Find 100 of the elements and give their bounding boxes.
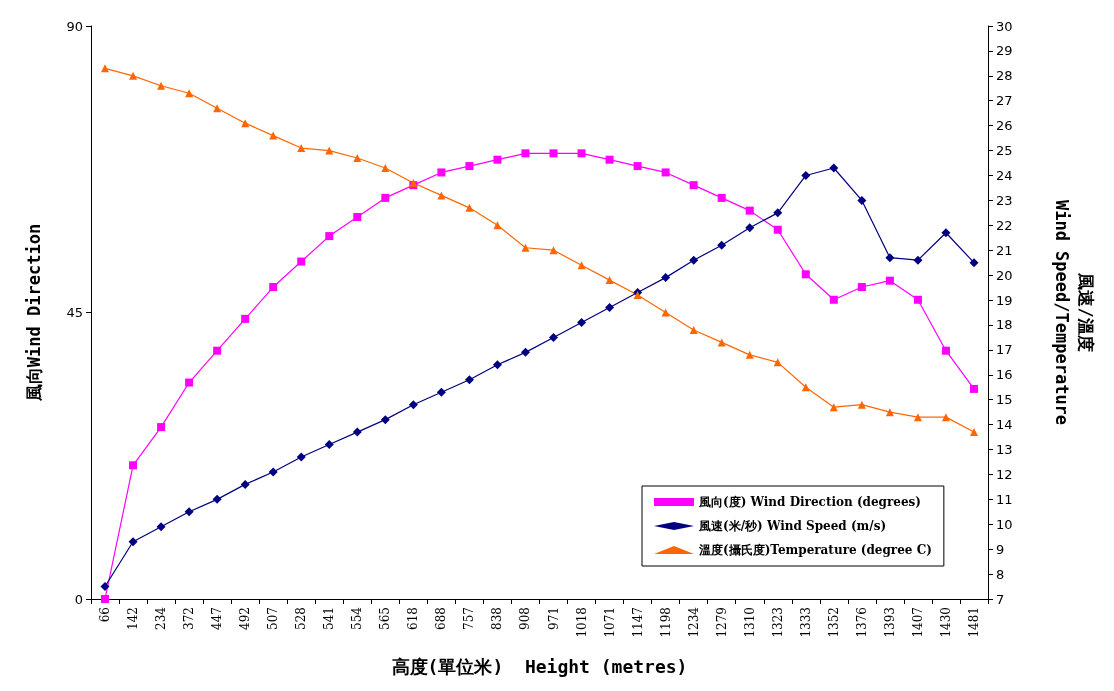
- point: [969, 258, 979, 268]
- point: [212, 494, 222, 504]
- point: [857, 400, 866, 409]
- point: [465, 203, 474, 212]
- point: [492, 360, 502, 370]
- point: [885, 253, 895, 263]
- x-tick-label: 618: [406, 607, 421, 630]
- x-tick-label: 492: [238, 607, 253, 630]
- point: [689, 255, 699, 265]
- point: [773, 225, 782, 234]
- point: [633, 162, 642, 171]
- point: [549, 332, 559, 342]
- point: [689, 181, 698, 190]
- point: [689, 325, 698, 334]
- x-tick-label: 1198: [658, 607, 673, 638]
- x-tick-label: 1234: [686, 606, 701, 638]
- y2-tick-label: 16: [996, 367, 1013, 383]
- x-tick-label: 1430: [938, 607, 953, 638]
- point: [801, 170, 811, 180]
- point: [913, 413, 922, 422]
- x-tick-label: 1481: [966, 607, 981, 638]
- point: [801, 270, 810, 279]
- x-tick-label: 908: [518, 607, 533, 630]
- point: [269, 283, 278, 292]
- point: [520, 347, 530, 357]
- point: [185, 89, 194, 98]
- x-tick-label: 1147: [630, 607, 645, 638]
- point: [157, 423, 166, 432]
- point: [661, 308, 670, 317]
- point: [913, 255, 923, 265]
- y-tick-label: 0: [74, 591, 83, 607]
- point: [745, 206, 754, 215]
- point: [156, 522, 166, 532]
- point: [240, 479, 250, 489]
- point: [297, 257, 306, 266]
- x-tick-label: 234: [154, 606, 169, 630]
- y2-tick-label: 10: [996, 516, 1013, 532]
- x-tick-label: 1352: [826, 607, 841, 638]
- x-tick-label: 1323: [770, 607, 785, 638]
- point: [493, 155, 502, 164]
- y2-tick-label: 13: [996, 442, 1013, 458]
- x-tick-label: 541: [322, 607, 337, 630]
- point: [241, 314, 250, 323]
- legend-label: 風速(米/秒) Wind Speed (m/s): [698, 519, 887, 533]
- y2-tick-label: 24: [996, 167, 1013, 183]
- x-tick-label: 1393: [882, 607, 897, 638]
- y2-tick-label: 12: [996, 466, 1013, 482]
- point: [100, 582, 110, 592]
- y2-tick-label: 27: [996, 93, 1013, 109]
- point: [577, 149, 586, 158]
- point: [269, 131, 278, 140]
- point: [493, 221, 502, 230]
- point: [213, 346, 222, 355]
- y2-tick-label: 26: [996, 118, 1013, 134]
- point: [129, 71, 138, 80]
- y2-tick-label: 29: [996, 43, 1013, 59]
- x-tick-label: 1310: [742, 607, 757, 638]
- point: [353, 154, 362, 163]
- point: [324, 440, 334, 450]
- x-tick-label: 528: [294, 607, 309, 630]
- point: [941, 346, 950, 355]
- point: [157, 81, 166, 90]
- y2-tick-label: 11: [996, 491, 1013, 507]
- point: [549, 246, 558, 255]
- point: [184, 507, 194, 517]
- legend-label: 溫度(攝氏度)Temperature (degree C): [698, 543, 932, 557]
- point: [605, 303, 615, 313]
- point: [129, 461, 138, 470]
- y2-tick-label: 14: [996, 417, 1013, 433]
- y-tick-label: 90: [66, 18, 83, 34]
- point: [353, 213, 362, 221]
- point: [521, 243, 530, 252]
- point: [381, 164, 390, 172]
- y2-tick-label: 18: [996, 317, 1013, 333]
- x-axis-title: 高度(單位米) Height (metres): [391, 655, 688, 677]
- point: [325, 146, 334, 155]
- point: [885, 276, 894, 285]
- y2-tick-label: 21: [996, 242, 1013, 258]
- point: [661, 168, 670, 177]
- y2-tick-label: 7: [996, 591, 1005, 607]
- point: [969, 384, 978, 393]
- y2-axis-title: 風速/溫度 Wind Speed/Temperature: [1052, 199, 1096, 426]
- point: [941, 413, 950, 422]
- point: [857, 283, 866, 292]
- point: [101, 64, 110, 73]
- point: [969, 428, 978, 437]
- point: [913, 295, 922, 304]
- point: [521, 149, 530, 158]
- point: [829, 295, 838, 304]
- point: [605, 155, 614, 164]
- point: [436, 387, 446, 397]
- y2-tick-label: 19: [996, 292, 1013, 308]
- y-tick-label: 45: [66, 305, 83, 320]
- point: [605, 276, 614, 285]
- y-axis-title: 風向Wind Direction: [24, 223, 44, 403]
- y2-tick-label: 23: [996, 192, 1013, 208]
- legend-label: 風向(度) Wind Direction (degrees): [698, 495, 922, 509]
- y2-tick-label: 25: [996, 143, 1013, 159]
- point: [213, 104, 222, 113]
- point: [773, 208, 783, 218]
